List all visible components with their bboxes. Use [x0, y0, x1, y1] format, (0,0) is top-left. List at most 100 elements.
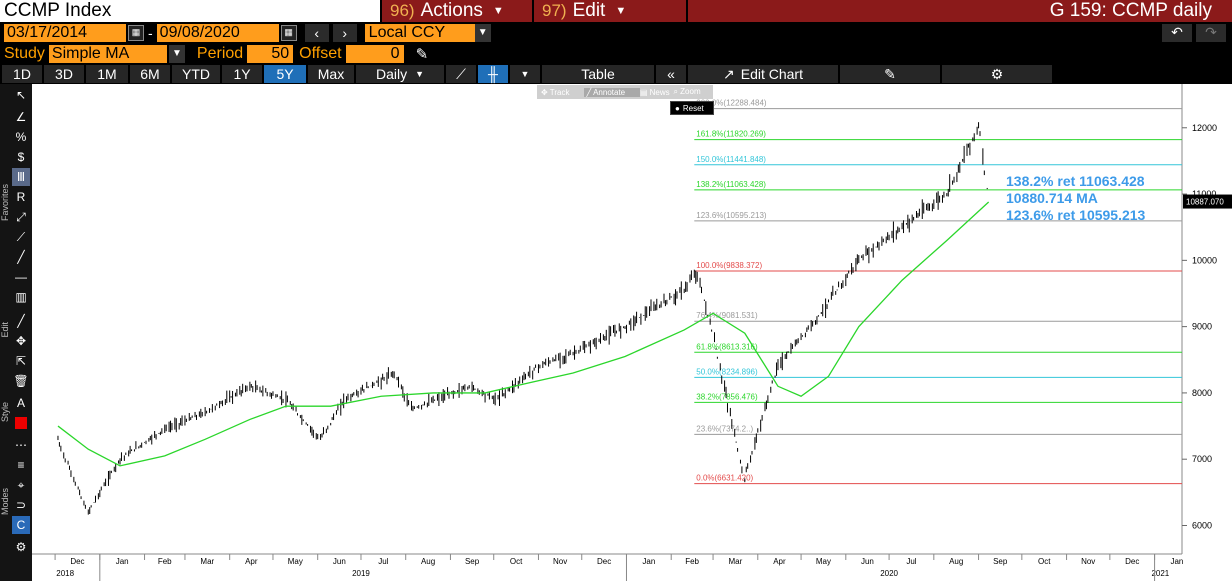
retracement-icon[interactable]: R	[16, 190, 26, 204]
line-width-icon[interactable]: ≡	[17, 458, 25, 472]
settings-icon[interactable]: ⚙	[942, 65, 1052, 83]
ray-icon[interactable]: ⟋	[16, 229, 26, 244]
timeframe-6m[interactable]: 6M	[130, 65, 170, 83]
line-chart-icon[interactable]: ⟋	[446, 65, 476, 83]
timeframe-1m[interactable]: 1M	[86, 65, 128, 83]
track-label: Track	[549, 87, 570, 97]
timeframe-max[interactable]: Max	[308, 65, 354, 83]
track-icon: ✥	[541, 87, 550, 97]
currency-field[interactable]: Local CCY	[364, 23, 475, 42]
chart-mini-toolbar: ✥ Track ╱ Annotate ▤ News ⌕ Zoom	[537, 85, 713, 99]
pencil-icon[interactable]: ✎	[415, 45, 429, 63]
channel-icon[interactable]: ▥	[15, 290, 27, 304]
bar-chart-icon[interactable]: ╫	[478, 65, 508, 83]
calendar-icon[interactable]: ▦	[128, 24, 144, 41]
end-date-field[interactable]: 09/08/2020	[156, 23, 279, 42]
trendline-icon[interactable]: ∠	[15, 110, 27, 124]
study-label: Study	[4, 44, 45, 62]
timeframe-1y[interactable]: 1Y	[222, 65, 262, 83]
x-axis-area	[32, 554, 1182, 581]
x-month-label: Jun	[333, 557, 346, 566]
color-picker-icon[interactable]	[12, 414, 30, 432]
cursor-icon[interactable]: ↖	[15, 88, 27, 102]
x-month-label: Mar	[200, 557, 214, 566]
x-month-label: Oct	[510, 557, 523, 566]
y-tick-label: 7000	[1192, 454, 1212, 464]
annotate-icon: ╱	[586, 87, 594, 97]
last-price-label: 10887.070	[1186, 198, 1224, 207]
timeframe-1d[interactable]: 1D	[2, 65, 42, 83]
zoom-button[interactable]: ⌕ Zoom	[673, 87, 713, 97]
period-field[interactable]: 50	[247, 44, 294, 63]
actions-menu-number: 96)	[390, 1, 415, 20]
moving-average-line	[57, 201, 990, 467]
annotate-label: Annotate	[593, 87, 626, 97]
study-field[interactable]: Simple MA	[48, 44, 167, 63]
x-month-label: Feb	[158, 557, 172, 566]
annotate-icon[interactable]: ✎	[840, 65, 940, 83]
price-chart[interactable]: 6000 7000 8000 9000 10000 11000 12000 Dec Jan Feb…	[32, 84, 1232, 581]
draw-icon[interactable]: ╱	[17, 314, 25, 328]
calendar-icon[interactable]: ▦	[280, 24, 297, 41]
x-month-label: Apr	[773, 557, 786, 566]
x-year-label: 2021	[1151, 569, 1169, 578]
crosshair-icon[interactable]: ⌖	[17, 477, 25, 492]
table-button[interactable]: Table	[542, 65, 654, 83]
trash-icon[interactable]: 🗑	[13, 374, 29, 388]
period-label: Period	[196, 44, 244, 62]
annotation-ma: 10880.714 MA	[1006, 190, 1098, 206]
chart-type-dropdown[interactable]: ▼	[510, 65, 540, 83]
horizontal-line-icon[interactable]: —	[15, 270, 27, 284]
start-date-field[interactable]: 03/17/2014	[4, 23, 126, 42]
chevron-down-icon: ▼	[415, 69, 425, 79]
last-price-tag	[1183, 194, 1232, 209]
redo-icon[interactable]: ↷	[1196, 23, 1226, 42]
x-month-label: Jul	[378, 557, 388, 566]
edit-chart-button[interactable]: ↗ Edit Chart	[688, 65, 838, 83]
left-toolbar: Favorites Edit Style Modes ↖ ∠ % $ Ⅲ R ⤢…	[0, 84, 32, 581]
news-label: News	[649, 87, 670, 97]
y-tick-label: 12000	[1192, 123, 1217, 133]
undo-icon[interactable]: ↶	[1162, 23, 1192, 42]
text-icon[interactable]: A	[16, 396, 25, 410]
annotate-button[interactable]: ╱ Annotate	[584, 87, 640, 97]
timeframe-5y[interactable]: 5Y	[264, 65, 306, 83]
line-style-icon[interactable]: ⋯	[15, 438, 27, 452]
modes-label: Modes	[0, 488, 10, 516]
news-button[interactable]: ▤ News	[640, 88, 674, 97]
fib-level-label: 76.4%(9081.531)	[696, 311, 758, 320]
snap-icon[interactable]: C	[12, 516, 30, 534]
fibonacci-icon[interactable]: Ⅲ	[12, 168, 30, 186]
timeframe-ytd[interactable]: YTD	[172, 65, 220, 83]
x-year-label: 2019	[352, 569, 370, 578]
gear-icon[interactable]: ⚙	[15, 540, 27, 554]
arrow-line-icon[interactable]: ⤢	[16, 209, 26, 224]
chart-id-bar: G 159: CCMP daily	[688, 0, 1232, 22]
x-month-label: Feb	[685, 557, 699, 566]
dollar-icon[interactable]: $	[17, 150, 25, 164]
scroll-right-button[interactable]: ›	[332, 23, 357, 42]
move-icon[interactable]: ✥	[15, 334, 27, 348]
collapse-icon[interactable]: «	[656, 65, 686, 83]
chevron-down-icon[interactable]: ▼	[168, 44, 185, 63]
x-month-label: Dec	[597, 557, 611, 566]
actions-menu[interactable]: 96) Actions ▼	[382, 0, 532, 22]
line-tool-icon[interactable]: ╱	[17, 250, 25, 264]
track-button[interactable]: ✥ Track	[537, 88, 584, 97]
fib-level-label: 61.8%(8613.316)	[696, 342, 758, 351]
select-icon[interactable]: ⇱	[15, 354, 27, 368]
offset-field[interactable]: 0	[345, 44, 404, 63]
security-title[interactable]: CCMP Index	[0, 0, 380, 22]
style-label: Style	[0, 402, 10, 423]
x-month-label: Mar	[729, 557, 743, 566]
x-month-label: Jul	[906, 557, 916, 566]
edit-menu[interactable]: 97) Edit ▼	[534, 0, 686, 22]
frequency-dropdown[interactable]: Daily ▼	[356, 65, 444, 83]
reset-button[interactable]: ● Reset	[670, 101, 714, 115]
timeframe-3d[interactable]: 3D	[44, 65, 84, 83]
plot-area	[32, 84, 1182, 554]
chevron-down-icon[interactable]: ▼	[474, 23, 491, 42]
magnet-icon[interactable]: ⊃	[15, 498, 27, 512]
percent-icon[interactable]: %	[15, 130, 27, 144]
scroll-left-button[interactable]: ‹	[304, 23, 329, 42]
